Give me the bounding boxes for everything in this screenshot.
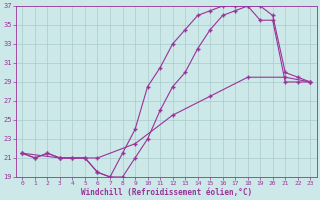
X-axis label: Windchill (Refroidissement éolien,°C): Windchill (Refroidissement éolien,°C) bbox=[81, 188, 252, 197]
